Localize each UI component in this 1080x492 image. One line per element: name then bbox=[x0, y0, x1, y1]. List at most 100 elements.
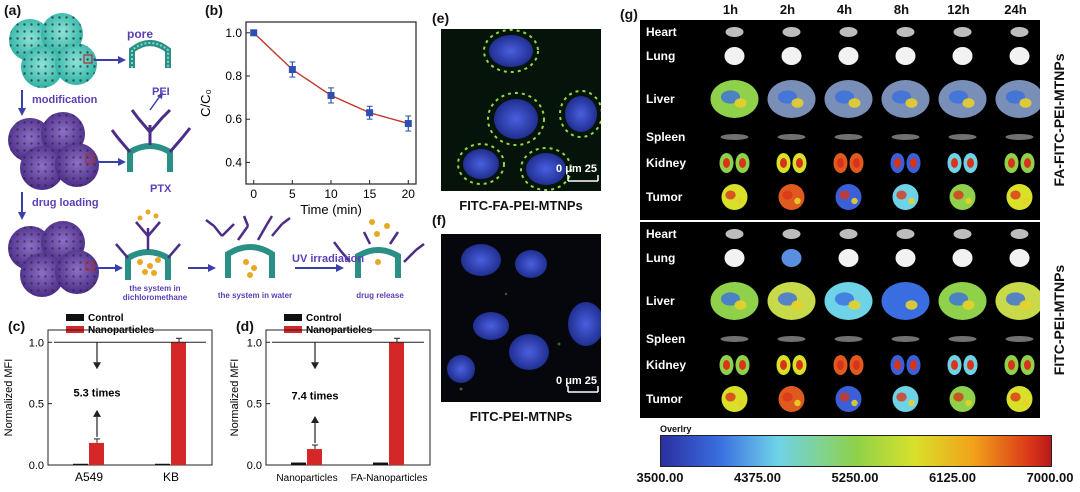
y-tick-label: 1.0 bbox=[29, 337, 44, 349]
arrow-head bbox=[93, 409, 101, 417]
time-label: 12h bbox=[947, 2, 970, 17]
x-tick-label: 20 bbox=[402, 187, 416, 201]
lung-image bbox=[1009, 47, 1030, 65]
lung-image bbox=[724, 249, 745, 267]
spleen-image bbox=[1005, 134, 1034, 140]
heart-image bbox=[1010, 229, 1029, 239]
lung-image bbox=[895, 249, 916, 267]
organ-images bbox=[710, 229, 1044, 412]
heart-image bbox=[725, 27, 744, 37]
panel-b-label: (b) bbox=[205, 2, 223, 18]
signal-hotspot bbox=[791, 300, 804, 310]
group-label-top: FA-FITC-PEI-MTNPs bbox=[1051, 53, 1067, 187]
bar bbox=[389, 342, 404, 465]
lung-image bbox=[952, 47, 973, 65]
signal-hotspot bbox=[725, 392, 736, 402]
kidney-hotspot bbox=[1008, 360, 1015, 370]
heart-image bbox=[782, 229, 801, 239]
legend-label: Control bbox=[88, 313, 124, 324]
water-system-icon bbox=[205, 215, 291, 278]
kidney-hotspot bbox=[853, 158, 860, 168]
bar bbox=[89, 442, 104, 465]
heart-image bbox=[839, 27, 858, 37]
category-label: FA-Nanoparticles bbox=[351, 473, 428, 484]
organ-label: Spleen bbox=[646, 332, 686, 346]
loaded-particles bbox=[8, 221, 99, 297]
kidney-hotspot bbox=[780, 158, 787, 168]
kidney-hotspot bbox=[723, 360, 730, 370]
time-label: 8h bbox=[893, 2, 910, 17]
organ-label: Liver bbox=[646, 294, 675, 308]
confocal-image-f: 0 μm 25 bbox=[441, 234, 601, 402]
y-tick-label: 0.0 bbox=[29, 460, 44, 472]
signal-hotspot bbox=[734, 98, 747, 108]
signal-hotspot bbox=[737, 197, 744, 205]
time-label: 24h bbox=[1004, 2, 1027, 17]
signal-hotspot bbox=[962, 98, 975, 108]
heart-image bbox=[896, 27, 915, 37]
signal-hotspot bbox=[839, 190, 850, 200]
bar bbox=[171, 342, 186, 465]
signal-hotspot bbox=[908, 399, 915, 407]
data-point bbox=[250, 29, 258, 37]
signal-hotspot bbox=[794, 197, 801, 205]
colorbar-tick: 4375.00 bbox=[734, 470, 781, 485]
signal-hotspot bbox=[782, 190, 793, 200]
legend-swatch bbox=[66, 314, 84, 321]
data-point bbox=[327, 91, 335, 99]
plot-frame bbox=[265, 329, 431, 466]
signal-hotspot bbox=[848, 98, 861, 108]
kidney-hotspot bbox=[723, 158, 730, 168]
category-label: KB bbox=[163, 470, 179, 484]
signal-hotspot bbox=[1022, 197, 1029, 205]
time-label: 2h bbox=[779, 2, 796, 17]
group-label-bottom-wrap: FITC-PEI-MTNPs bbox=[1042, 222, 1076, 418]
signal-hotspot bbox=[791, 98, 804, 108]
heart-image bbox=[953, 27, 972, 37]
signal-hotspot bbox=[1022, 399, 1029, 407]
signal-hotspot bbox=[848, 300, 861, 310]
colorbar bbox=[660, 435, 1052, 467]
signal-hotspot bbox=[905, 98, 918, 108]
confocal-image-e: 0 μm 25 bbox=[441, 29, 601, 191]
bar bbox=[73, 463, 88, 465]
signal-hotspot bbox=[1010, 392, 1021, 402]
signal-hotspot bbox=[777, 292, 798, 306]
signal-hotspot bbox=[737, 399, 744, 407]
caption-e: FITC-FA-PEI-MTNPs bbox=[459, 198, 583, 213]
signal-hotspot bbox=[1010, 190, 1021, 200]
group-label-bottom: FITC-PEI-MTNPs bbox=[1051, 264, 1067, 376]
bar bbox=[155, 463, 170, 465]
mfi-chart-d: ControlNanoparticles0.00.51.0Nanoparticl… bbox=[229, 313, 431, 484]
time-label: 4h bbox=[836, 2, 853, 17]
signal-hotspot bbox=[851, 197, 858, 205]
legend-swatch bbox=[284, 314, 302, 321]
group-label-top-wrap: FA-FITC-PEI-MTNPs bbox=[1042, 20, 1076, 220]
data-point bbox=[366, 109, 374, 117]
organ-label: Liver bbox=[646, 92, 675, 106]
pei-branch-icon bbox=[110, 108, 192, 172]
signal-hotspot bbox=[891, 90, 912, 104]
heart-image bbox=[953, 229, 972, 239]
panel-f-label: (f) bbox=[432, 212, 446, 228]
signal-hotspot bbox=[962, 300, 975, 310]
signal-hotspot bbox=[896, 190, 907, 200]
y-tick-label: 0.5 bbox=[247, 399, 262, 411]
drug-release-icon bbox=[333, 219, 425, 278]
x-tick-label: 10 bbox=[324, 187, 338, 201]
signal-hotspot bbox=[794, 399, 801, 407]
signal-hotspot bbox=[720, 90, 741, 104]
y-axis-label: Normalized MFI bbox=[229, 359, 241, 437]
y-tick-label: 0.5 bbox=[29, 399, 44, 411]
dcm-system-icon bbox=[115, 209, 181, 280]
spleen-image bbox=[834, 336, 863, 342]
pore-icon bbox=[129, 40, 171, 68]
kidney-hotspot bbox=[796, 360, 803, 370]
kidney-hotspot bbox=[951, 360, 958, 370]
system-water-label: the system in water bbox=[217, 291, 293, 300]
signal-hotspot bbox=[839, 392, 850, 402]
scale-bar-f: 0 μm 25 bbox=[556, 375, 597, 387]
signal-hotspot bbox=[834, 292, 855, 306]
lung-image bbox=[952, 249, 973, 267]
y-tick-label: 0.8 bbox=[225, 69, 242, 83]
